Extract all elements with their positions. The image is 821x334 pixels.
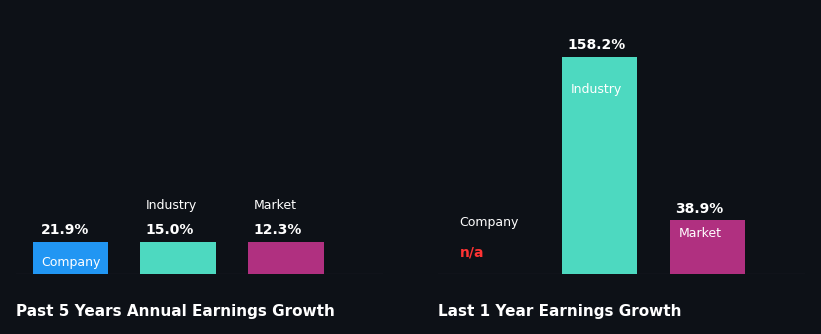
Text: Industry: Industry bbox=[571, 83, 621, 96]
Bar bbox=[33, 242, 108, 274]
Text: 21.9%: 21.9% bbox=[41, 223, 89, 237]
Text: Past 5 Years Annual Earnings Growth: Past 5 Years Annual Earnings Growth bbox=[16, 304, 335, 319]
Text: 158.2%: 158.2% bbox=[567, 38, 626, 52]
Bar bbox=[670, 220, 745, 274]
Text: Company: Company bbox=[460, 216, 519, 229]
Text: n/a: n/a bbox=[460, 245, 484, 259]
Text: 15.0%: 15.0% bbox=[146, 223, 195, 237]
Text: Last 1 Year Earnings Growth: Last 1 Year Earnings Growth bbox=[438, 304, 681, 319]
Bar bbox=[248, 242, 323, 274]
Text: Market: Market bbox=[678, 227, 722, 240]
Bar bbox=[562, 57, 637, 274]
Bar bbox=[140, 242, 216, 274]
Text: Market: Market bbox=[254, 199, 296, 212]
Text: Industry: Industry bbox=[146, 199, 197, 212]
Text: 38.9%: 38.9% bbox=[675, 201, 723, 215]
Text: Company: Company bbox=[41, 256, 101, 269]
Text: 12.3%: 12.3% bbox=[254, 223, 302, 237]
